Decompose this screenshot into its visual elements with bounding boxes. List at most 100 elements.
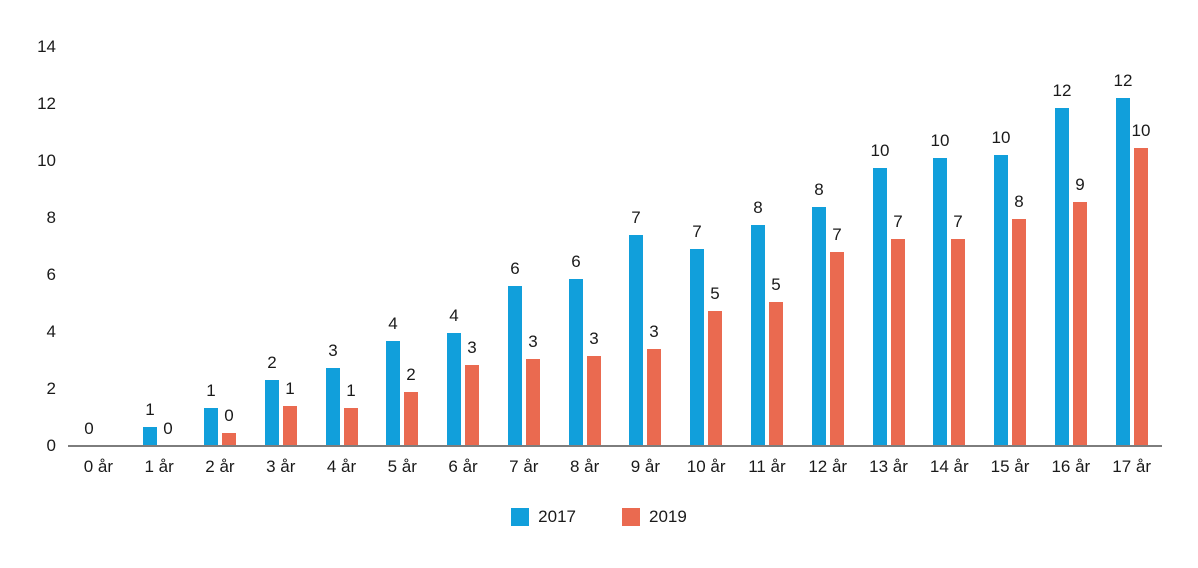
bar-value-label: 10: [991, 128, 1011, 147]
bar-value-label: 12: [1052, 81, 1072, 100]
bar-value-label: 2: [267, 353, 277, 372]
bar-2017-6år: [447, 333, 461, 446]
bar-value-label: 5: [771, 275, 781, 294]
bar-value-label: 7: [953, 212, 963, 231]
bar-value-label: 10: [930, 131, 950, 150]
bar-2019-5år: [404, 392, 418, 446]
bar-value-label: 0: [84, 419, 94, 438]
x-axis-label: 3 år: [266, 457, 296, 476]
x-axis-label: 8 år: [569, 457, 600, 476]
bar-2019-14år: [951, 239, 965, 446]
x-axis-label: 11 år: [748, 457, 786, 476]
bar-2019-11år: [769, 302, 783, 446]
bar-value-label: 3: [649, 322, 659, 341]
bar-2017-3år: [265, 380, 279, 446]
y-axis-tick-label: 0: [46, 436, 56, 455]
bar-value-label: 1: [346, 381, 356, 400]
bar-value-label: 0: [163, 419, 173, 438]
x-axis-label: 14 år: [929, 457, 969, 476]
bar-2019-8år: [587, 356, 601, 446]
x-axis-line: [68, 445, 1162, 447]
x-axis-label: 0 år: [83, 457, 114, 476]
x-axis-label: 10 år: [686, 457, 726, 476]
bar-value-label: 3: [528, 332, 538, 351]
bar-value-label: 8: [814, 180, 824, 199]
bar-2019-4år: [344, 408, 358, 446]
legend-swatch-2017-icon: [511, 508, 530, 526]
bar-2019-16år: [1073, 202, 1087, 446]
bar-2019-13år: [891, 239, 905, 446]
legend-item-2019: 2019: [622, 507, 687, 527]
bar-2017-11år: [751, 225, 765, 446]
bar-value-label: 12: [1113, 71, 1133, 90]
bar-2017-5år: [386, 341, 400, 446]
bar-value-label: 5: [710, 284, 720, 303]
bar-2017-8år: [569, 279, 583, 446]
x-axis-label: 16 år: [1051, 457, 1091, 476]
bar-2017-9år: [629, 235, 643, 446]
y-axis-tick-label: 10: [37, 151, 56, 170]
x-axis-label: 7 år: [509, 457, 539, 476]
y-axis-tick-label: 12: [37, 94, 56, 113]
bar-2017-15år: [994, 155, 1008, 446]
x-axis-label: 5 år: [387, 457, 417, 476]
bar-2019-12år: [830, 252, 844, 446]
x-axis-label: 4 år: [326, 457, 357, 476]
legend-item-2017: 2017: [511, 507, 576, 527]
bar-2017-2år: [204, 408, 218, 446]
y-axis-tick-label: 4: [46, 322, 56, 341]
bar-value-label: 4: [388, 314, 398, 333]
bar-value-label: 1: [285, 379, 295, 398]
x-axis-label: 9 år: [630, 457, 661, 476]
bar-value-label: 7: [692, 222, 702, 241]
bar-2019-6år: [465, 365, 479, 446]
bar-2019-7år: [526, 359, 540, 446]
bar-2019-10år: [708, 311, 722, 446]
legend-label-2017: 2017: [538, 507, 576, 526]
bar-2019-3år: [283, 406, 297, 446]
bar-value-label: 3: [589, 329, 599, 348]
x-axis-label: 17 år: [1112, 457, 1151, 476]
bar-2017-14år: [933, 158, 947, 446]
x-axis-label: 13 år: [869, 457, 908, 476]
bar-value-label: 0: [224, 406, 234, 425]
bar-2019-9år: [647, 349, 661, 446]
bar-value-label: 10: [1131, 121, 1151, 140]
x-axis-label: 2 år: [205, 457, 235, 476]
bar-value-label: 2: [406, 365, 416, 384]
bar-2019-17år: [1134, 148, 1148, 446]
x-axis-label: 15 år: [990, 457, 1030, 476]
bar-2017-10år: [690, 249, 704, 446]
bar-2017-4år: [326, 368, 340, 446]
bar-value-label: 8: [753, 198, 763, 217]
x-axis-label: 1 år: [144, 457, 174, 476]
bar-value-label: 8: [1014, 192, 1024, 211]
bar-2019-2år: [222, 433, 236, 446]
bar-value-label: 7: [893, 212, 903, 231]
bar-value-label: 1: [206, 381, 216, 400]
bar-value-label: 4: [449, 306, 459, 325]
bar-value-label: 1: [145, 400, 155, 419]
bar-value-label: 7: [832, 225, 842, 244]
y-axis-tick-label: 8: [46, 208, 56, 227]
bar-value-label: 7: [631, 208, 641, 227]
bar-value-label: 3: [328, 341, 338, 360]
chart-legend: 2017 2019: [0, 507, 1198, 527]
bar-value-label: 6: [571, 252, 581, 271]
x-axis-label: 6 år: [448, 457, 478, 476]
legend-swatch-2019-icon: [622, 508, 640, 526]
bar-value-label: 9: [1075, 175, 1085, 194]
bar-2017-7år: [508, 286, 522, 446]
y-axis-tick-label: 2: [46, 379, 56, 398]
bar-2017-13år: [873, 168, 887, 446]
y-axis-tick-label: 6: [46, 265, 56, 284]
bar-2017-1år: [143, 427, 157, 446]
bar-2017-12år: [812, 207, 826, 446]
bar-value-label: 6: [510, 259, 520, 278]
bar-2017-17år: [1116, 98, 1130, 446]
bar-value-label: 10: [870, 141, 890, 160]
legend-label-2019: 2019: [649, 507, 687, 526]
bar-2019-15år: [1012, 219, 1026, 446]
y-axis-tick-label: 14: [37, 37, 56, 56]
